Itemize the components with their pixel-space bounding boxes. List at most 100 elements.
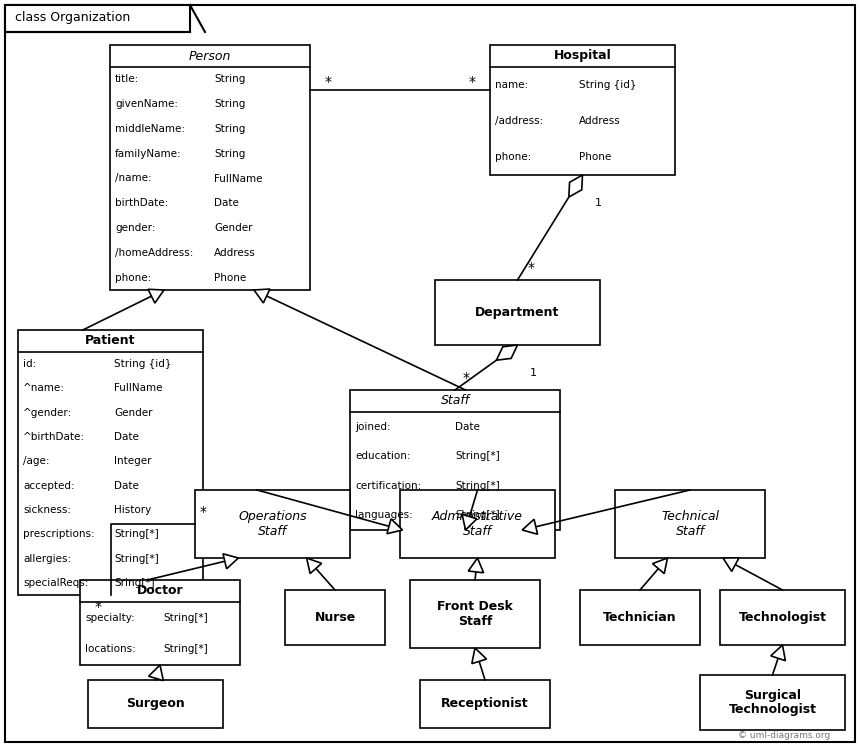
Text: String[*]: String[*] xyxy=(455,510,500,520)
Text: ^birthDate:: ^birthDate: xyxy=(23,432,85,442)
Text: String[*]: String[*] xyxy=(114,530,159,539)
Text: Technician: Technician xyxy=(603,611,677,624)
Polygon shape xyxy=(771,645,785,660)
Polygon shape xyxy=(496,345,518,360)
Polygon shape xyxy=(148,289,164,303)
Text: Gender: Gender xyxy=(214,223,253,233)
Text: © uml-diagrams.org: © uml-diagrams.org xyxy=(738,731,830,740)
Bar xyxy=(18,330,203,595)
Text: History: History xyxy=(114,505,151,515)
Text: Date: Date xyxy=(114,480,139,491)
Text: Gender: Gender xyxy=(114,408,153,418)
Text: String[*]: String[*] xyxy=(455,451,500,461)
Text: birthDate:: birthDate: xyxy=(115,198,169,208)
Bar xyxy=(285,590,385,645)
Text: Doctor: Doctor xyxy=(137,584,183,598)
Text: String: String xyxy=(214,99,245,109)
Polygon shape xyxy=(653,558,667,574)
Text: *: * xyxy=(324,75,331,89)
Text: Technologist: Technologist xyxy=(739,611,826,624)
Text: Nurse: Nurse xyxy=(315,611,356,624)
Text: String[*]: String[*] xyxy=(114,554,159,563)
Bar xyxy=(410,580,540,648)
Text: String: String xyxy=(214,124,245,134)
Text: String[*]: String[*] xyxy=(163,644,208,654)
Bar xyxy=(700,675,845,730)
Bar xyxy=(720,590,845,645)
Text: locations:: locations: xyxy=(85,644,136,654)
Polygon shape xyxy=(254,289,270,303)
Bar xyxy=(88,680,223,728)
Text: Surgical
Technologist: Surgical Technologist xyxy=(728,689,816,716)
Bar xyxy=(80,580,240,665)
Text: Patient: Patient xyxy=(85,335,136,347)
Text: Phone: Phone xyxy=(214,273,246,282)
Text: *: * xyxy=(95,600,102,614)
Text: String: String xyxy=(214,75,245,84)
Text: *: * xyxy=(469,75,476,89)
Text: /homeAddress:: /homeAddress: xyxy=(115,248,194,258)
Text: String {id}: String {id} xyxy=(579,80,636,90)
Bar xyxy=(195,490,350,558)
Bar xyxy=(400,490,555,558)
Polygon shape xyxy=(307,558,322,574)
Text: joined:: joined: xyxy=(355,422,390,432)
Polygon shape xyxy=(387,519,402,533)
Bar xyxy=(490,45,675,175)
Text: phone:: phone: xyxy=(495,152,531,162)
Text: specialReqs:: specialReqs: xyxy=(23,578,89,588)
Text: Administrative
Staff: Administrative Staff xyxy=(432,510,523,538)
Text: accepted:: accepted: xyxy=(23,480,75,491)
Text: phone:: phone: xyxy=(115,273,151,282)
Text: Operations
Staff: Operations Staff xyxy=(238,510,307,538)
Polygon shape xyxy=(522,519,538,534)
Text: /address:: /address: xyxy=(495,116,544,126)
Polygon shape xyxy=(462,515,477,530)
Text: String {id}: String {id} xyxy=(114,359,172,369)
Text: Address: Address xyxy=(579,116,621,126)
Bar xyxy=(420,680,550,728)
Bar xyxy=(110,45,310,290)
Polygon shape xyxy=(149,665,163,681)
Bar xyxy=(350,390,560,530)
Bar xyxy=(615,490,765,558)
Text: Department: Department xyxy=(476,306,560,319)
Text: ^gender:: ^gender: xyxy=(23,408,72,418)
Text: String: String xyxy=(214,149,245,158)
Text: Technical
Staff: Technical Staff xyxy=(661,510,719,538)
Bar xyxy=(580,590,700,645)
Text: Date: Date xyxy=(455,422,480,432)
Text: certification:: certification: xyxy=(355,481,421,491)
Polygon shape xyxy=(223,554,238,568)
Text: specialty:: specialty: xyxy=(85,613,135,623)
Text: FullName: FullName xyxy=(214,173,262,184)
Text: 1: 1 xyxy=(530,368,537,378)
Text: gender:: gender: xyxy=(115,223,156,233)
Text: languages:: languages: xyxy=(355,510,413,520)
Text: middleName:: middleName: xyxy=(115,124,185,134)
Text: /age:: /age: xyxy=(23,456,50,466)
Text: *: * xyxy=(527,261,535,275)
Text: Address: Address xyxy=(214,248,255,258)
Text: prescriptions:: prescriptions: xyxy=(23,530,95,539)
Text: *: * xyxy=(200,505,207,519)
Polygon shape xyxy=(568,175,582,197)
Polygon shape xyxy=(468,558,483,573)
Text: Date: Date xyxy=(114,432,139,442)
Text: familyName:: familyName: xyxy=(115,149,181,158)
Text: Sring[*]: Sring[*] xyxy=(114,578,155,588)
Text: Front Desk
Staff: Front Desk Staff xyxy=(437,600,513,628)
Text: Receptionist: Receptionist xyxy=(441,698,529,710)
Text: allergies:: allergies: xyxy=(23,554,71,563)
Polygon shape xyxy=(472,648,487,663)
Text: 1: 1 xyxy=(594,198,601,208)
Text: ^name:: ^name: xyxy=(23,383,64,394)
Text: education:: education: xyxy=(355,451,410,461)
Text: Person: Person xyxy=(189,49,231,63)
Text: *: * xyxy=(463,371,470,385)
Text: Hospital: Hospital xyxy=(554,49,611,63)
Bar xyxy=(5,5,190,32)
Text: Phone: Phone xyxy=(579,152,611,162)
Text: id:: id: xyxy=(23,359,36,369)
Text: givenName:: givenName: xyxy=(115,99,178,109)
